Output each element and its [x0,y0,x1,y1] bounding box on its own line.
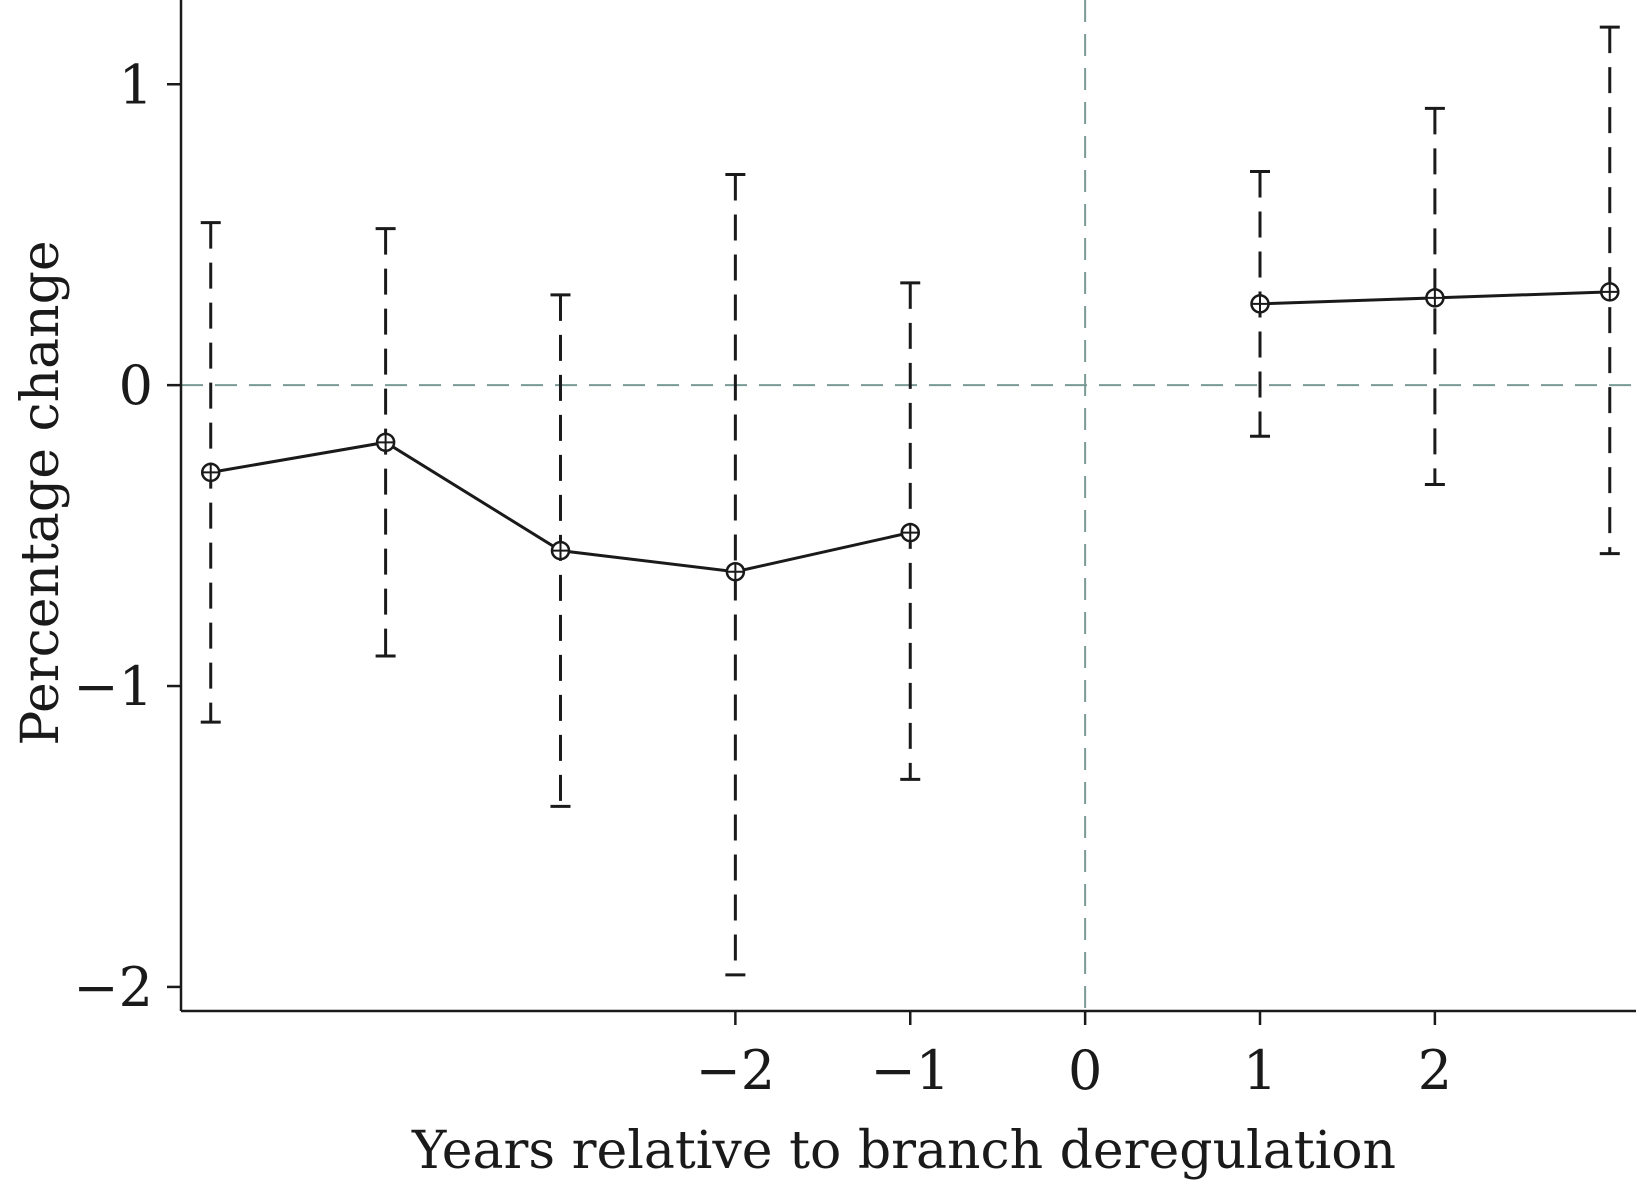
x-axis-title: Years relative to branch deregulation [411,1121,1396,1181]
data-points [200,282,1620,582]
x-tick-label: 0 [1068,1039,1102,1102]
y-tick-label: 1 [119,53,153,116]
data-point [550,540,571,561]
axes [179,0,1636,1013]
data-point [1600,282,1620,302]
ticks: 1 0 −1 −2 −2 −1 0 1 2 [73,53,1452,1102]
y-tick-label: 0 [119,354,153,417]
y-tick-label: −2 [73,956,153,1019]
y-axis-title: Percentage change [11,240,71,745]
x-tick-label: 1 [1243,1039,1277,1102]
x-tick-label: 2 [1418,1039,1452,1102]
data-point [900,522,920,543]
reference-lines [181,0,1636,1011]
data-point [1250,294,1270,314]
x-tick-label: −2 [696,1039,776,1102]
data-point [200,462,221,483]
data-point [375,432,396,453]
x-tick-label: −1 [870,1039,950,1102]
data-point [1425,288,1445,308]
y-tick-label: −1 [73,655,153,718]
error-bars [200,25,1620,977]
data-point [725,561,746,582]
